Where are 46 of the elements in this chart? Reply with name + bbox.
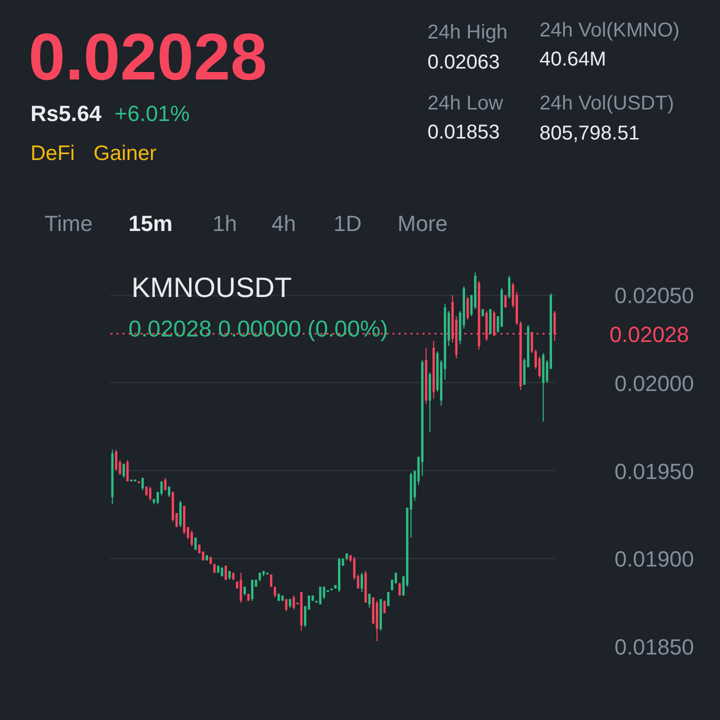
text: 24h Vol(USDT) bbox=[540, 92, 674, 114]
candlestick bbox=[368, 593, 371, 608]
candlestick bbox=[141, 477, 144, 491]
candlestick bbox=[168, 486, 170, 498]
candlestick bbox=[149, 486, 152, 502]
text: Time bbox=[44, 211, 93, 236]
candlestick bbox=[466, 296, 469, 320]
text: 805,798.51 bbox=[540, 122, 640, 144]
text: Gainer bbox=[94, 142, 157, 165]
candlestick bbox=[319, 586, 322, 605]
text: 1D bbox=[334, 211, 362, 236]
y-tick-label: 0.01950 bbox=[614, 458, 694, 484]
ref-line-label: 0.02028 bbox=[610, 322, 690, 347]
text: 40.64M bbox=[540, 48, 606, 70]
text: 15m bbox=[128, 211, 173, 236]
text: 24h Low bbox=[428, 92, 504, 114]
text: 0.02063 bbox=[428, 52, 500, 74]
candlestick bbox=[224, 565, 227, 580]
y-tick-label: 0.01900 bbox=[614, 546, 694, 572]
text: 24h Vol(KMNO) bbox=[540, 20, 680, 42]
annotation: 0.02028 0.00000 (0.00%) bbox=[128, 316, 388, 342]
candlestick bbox=[508, 275, 510, 300]
text: 0.01853 bbox=[428, 122, 500, 144]
candlestick bbox=[292, 595, 295, 610]
chart-title: 0.02028 bbox=[28, 20, 268, 94]
candlestick bbox=[270, 574, 272, 588]
y-tick-label: 0.01850 bbox=[614, 634, 694, 660]
text: Rs5.64 bbox=[30, 101, 102, 126]
candlestick bbox=[387, 592, 390, 607]
candlestick bbox=[251, 579, 254, 602]
text: DeFi bbox=[30, 142, 75, 165]
candlestick bbox=[115, 449, 118, 472]
candlestick bbox=[190, 530, 193, 547]
candlestick bbox=[285, 598, 288, 612]
text: +6.01% bbox=[114, 101, 190, 126]
text: 24h High bbox=[428, 22, 508, 44]
candlestick bbox=[164, 477, 166, 491]
candlestick bbox=[360, 572, 364, 593]
text: 1h bbox=[212, 211, 237, 236]
y-tick-label: 0.02000 bbox=[614, 370, 694, 396]
candlestick bbox=[240, 572, 242, 604]
y-tick-label: 0.02050 bbox=[614, 283, 694, 308]
text: 4h bbox=[272, 211, 296, 236]
text: KMNOUSDT bbox=[132, 272, 292, 303]
text: More bbox=[398, 211, 448, 236]
candlestick bbox=[122, 463, 125, 478]
